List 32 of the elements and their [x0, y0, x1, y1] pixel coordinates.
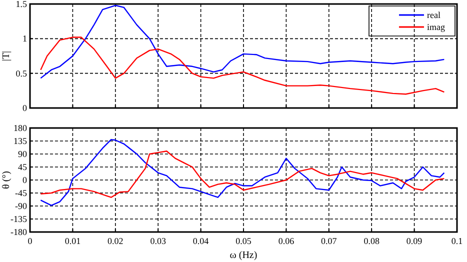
y-axis-title: |T| [1, 50, 12, 62]
x-tick-label: 0.09 [406, 236, 423, 246]
y-tick-label: 45 [18, 162, 28, 172]
x-tick-label: 0.04 [192, 236, 210, 246]
y-tick-label: 1.5 [16, 0, 28, 9]
x-tick-label: 0.08 [364, 236, 380, 246]
y-tick-label: -90 [15, 201, 28, 211]
x-tick-label: 0.02 [108, 236, 124, 246]
x-tick-label: 0.06 [278, 236, 295, 246]
y-tick-label: 0.5 [16, 68, 28, 78]
x-axis-title: ω (Hz) [230, 250, 258, 261]
x-tick-label: 0.05 [236, 236, 252, 246]
line-series [40, 4, 445, 79]
y-tick-label: -45 [15, 188, 28, 198]
line-series [40, 138, 445, 206]
y-tick-label: 135 [14, 136, 28, 146]
y-tick-label: 180 [14, 123, 28, 133]
y-tick-label: -180 [10, 227, 28, 237]
x-tick-label: 0.03 [150, 236, 166, 246]
x-tick-label: 0.07 [321, 236, 338, 246]
legend-label: imag [427, 22, 446, 32]
y-tick-label: 0 [22, 103, 28, 113]
y-tick-label: 90 [18, 149, 28, 159]
y-tick-label: 1 [22, 34, 27, 44]
x-tick-label: 0.1 [451, 236, 463, 246]
line-series [40, 36, 445, 95]
legend-label: real [427, 10, 441, 20]
y-axis-title: θ (°) [1, 171, 12, 189]
y-tick-label: 0 [22, 175, 28, 185]
x-tick-label: 0.01 [64, 236, 81, 246]
line-series [40, 150, 445, 198]
y-tick-label: -135 [10, 214, 28, 224]
